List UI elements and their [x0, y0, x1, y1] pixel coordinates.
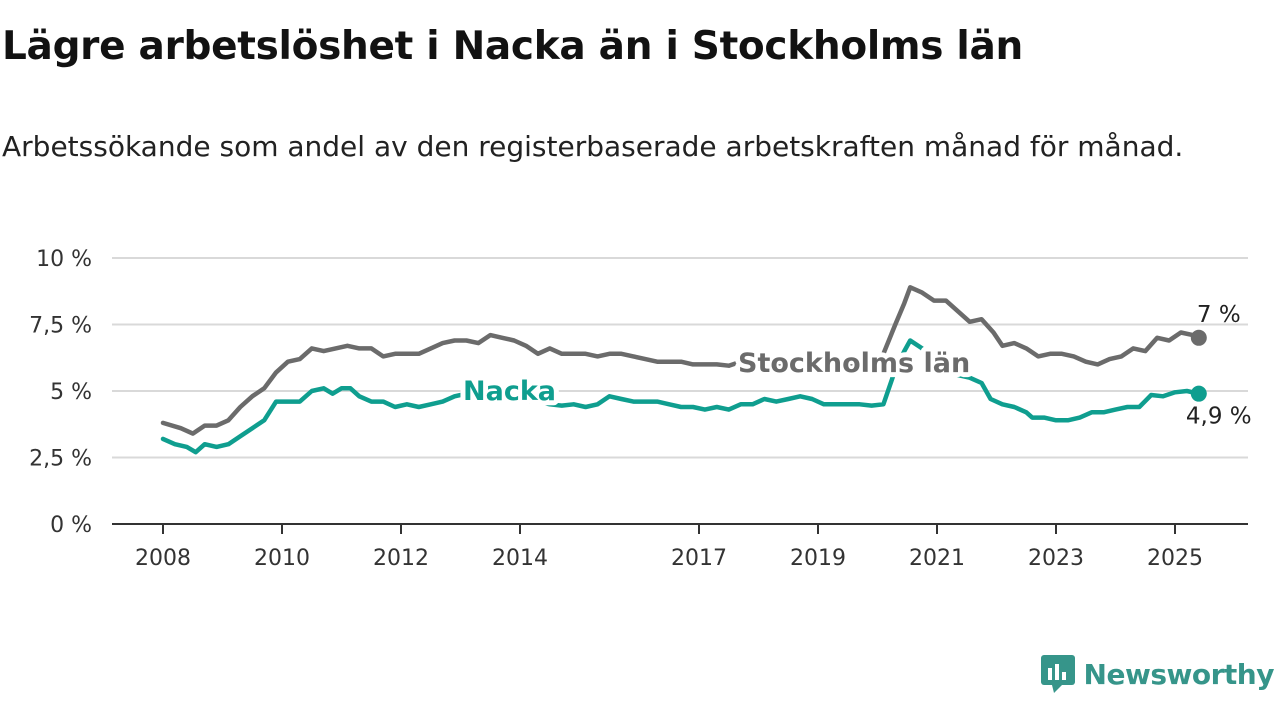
- x-tick-label: 2021: [909, 546, 965, 571]
- x-tick-label: 2010: [254, 546, 310, 571]
- x-tick-label: 2014: [492, 546, 548, 571]
- y-tick-label: 2,5 %: [29, 447, 92, 472]
- end-value-label-stockholm: 7 %: [1197, 302, 1241, 328]
- series-label-halo: Nacka: [463, 376, 556, 407]
- series-label-halo: Stockholms län: [738, 348, 970, 379]
- x-tick-label: 2023: [1028, 546, 1084, 571]
- x-tick-label: 2019: [790, 546, 846, 571]
- y-axis-ticks: 0 % 2,5 % 5 % 7,5 % 10 %: [29, 247, 92, 538]
- end-point-nacka: [1190, 385, 1207, 402]
- y-tick-label: 5 %: [50, 380, 92, 405]
- x-tick-label: 2017: [671, 546, 727, 571]
- series-label-nacka: Nacka: [463, 376, 556, 407]
- brand-name: Newsworthy: [1083, 657, 1275, 691]
- chart-title: Lägre arbetslöshet i Nacka än i Stockhol…: [2, 24, 1023, 69]
- x-axis-ticks: 2008 2010 2012 2014 2017 2019 2021 2023 2025: [135, 524, 1203, 571]
- series-label-stockholm: Stockholms län: [738, 348, 970, 379]
- newsworthy-logo: Newsworthy: [1040, 654, 1275, 694]
- newsworthy-icon: [1040, 655, 1075, 693]
- line-chart: 0 % 2,5 % 5 % 7,5 % 10 % 2008 2010 2012 2014 201…: [29, 247, 1252, 571]
- series-lines: [160, 285, 1207, 455]
- gridlines: [112, 257, 1248, 525]
- chart-subtitle: Arbetssökande som andel av den registerb…: [2, 130, 1184, 163]
- y-tick-label: 7,5 %: [29, 314, 92, 339]
- series-line-stockholm: [160, 285, 1202, 436]
- y-tick-label: 0 %: [50, 513, 92, 538]
- series-line-nacka: [160, 338, 1202, 455]
- end-value-label-nacka: 4,9 %: [1186, 404, 1252, 430]
- y-tick-label: 10 %: [36, 247, 92, 272]
- x-tick-label: 2008: [135, 546, 191, 571]
- x-tick-label: 2012: [373, 546, 429, 571]
- x-tick-label: 2025: [1147, 546, 1203, 571]
- end-point-stockholm: [1190, 329, 1207, 346]
